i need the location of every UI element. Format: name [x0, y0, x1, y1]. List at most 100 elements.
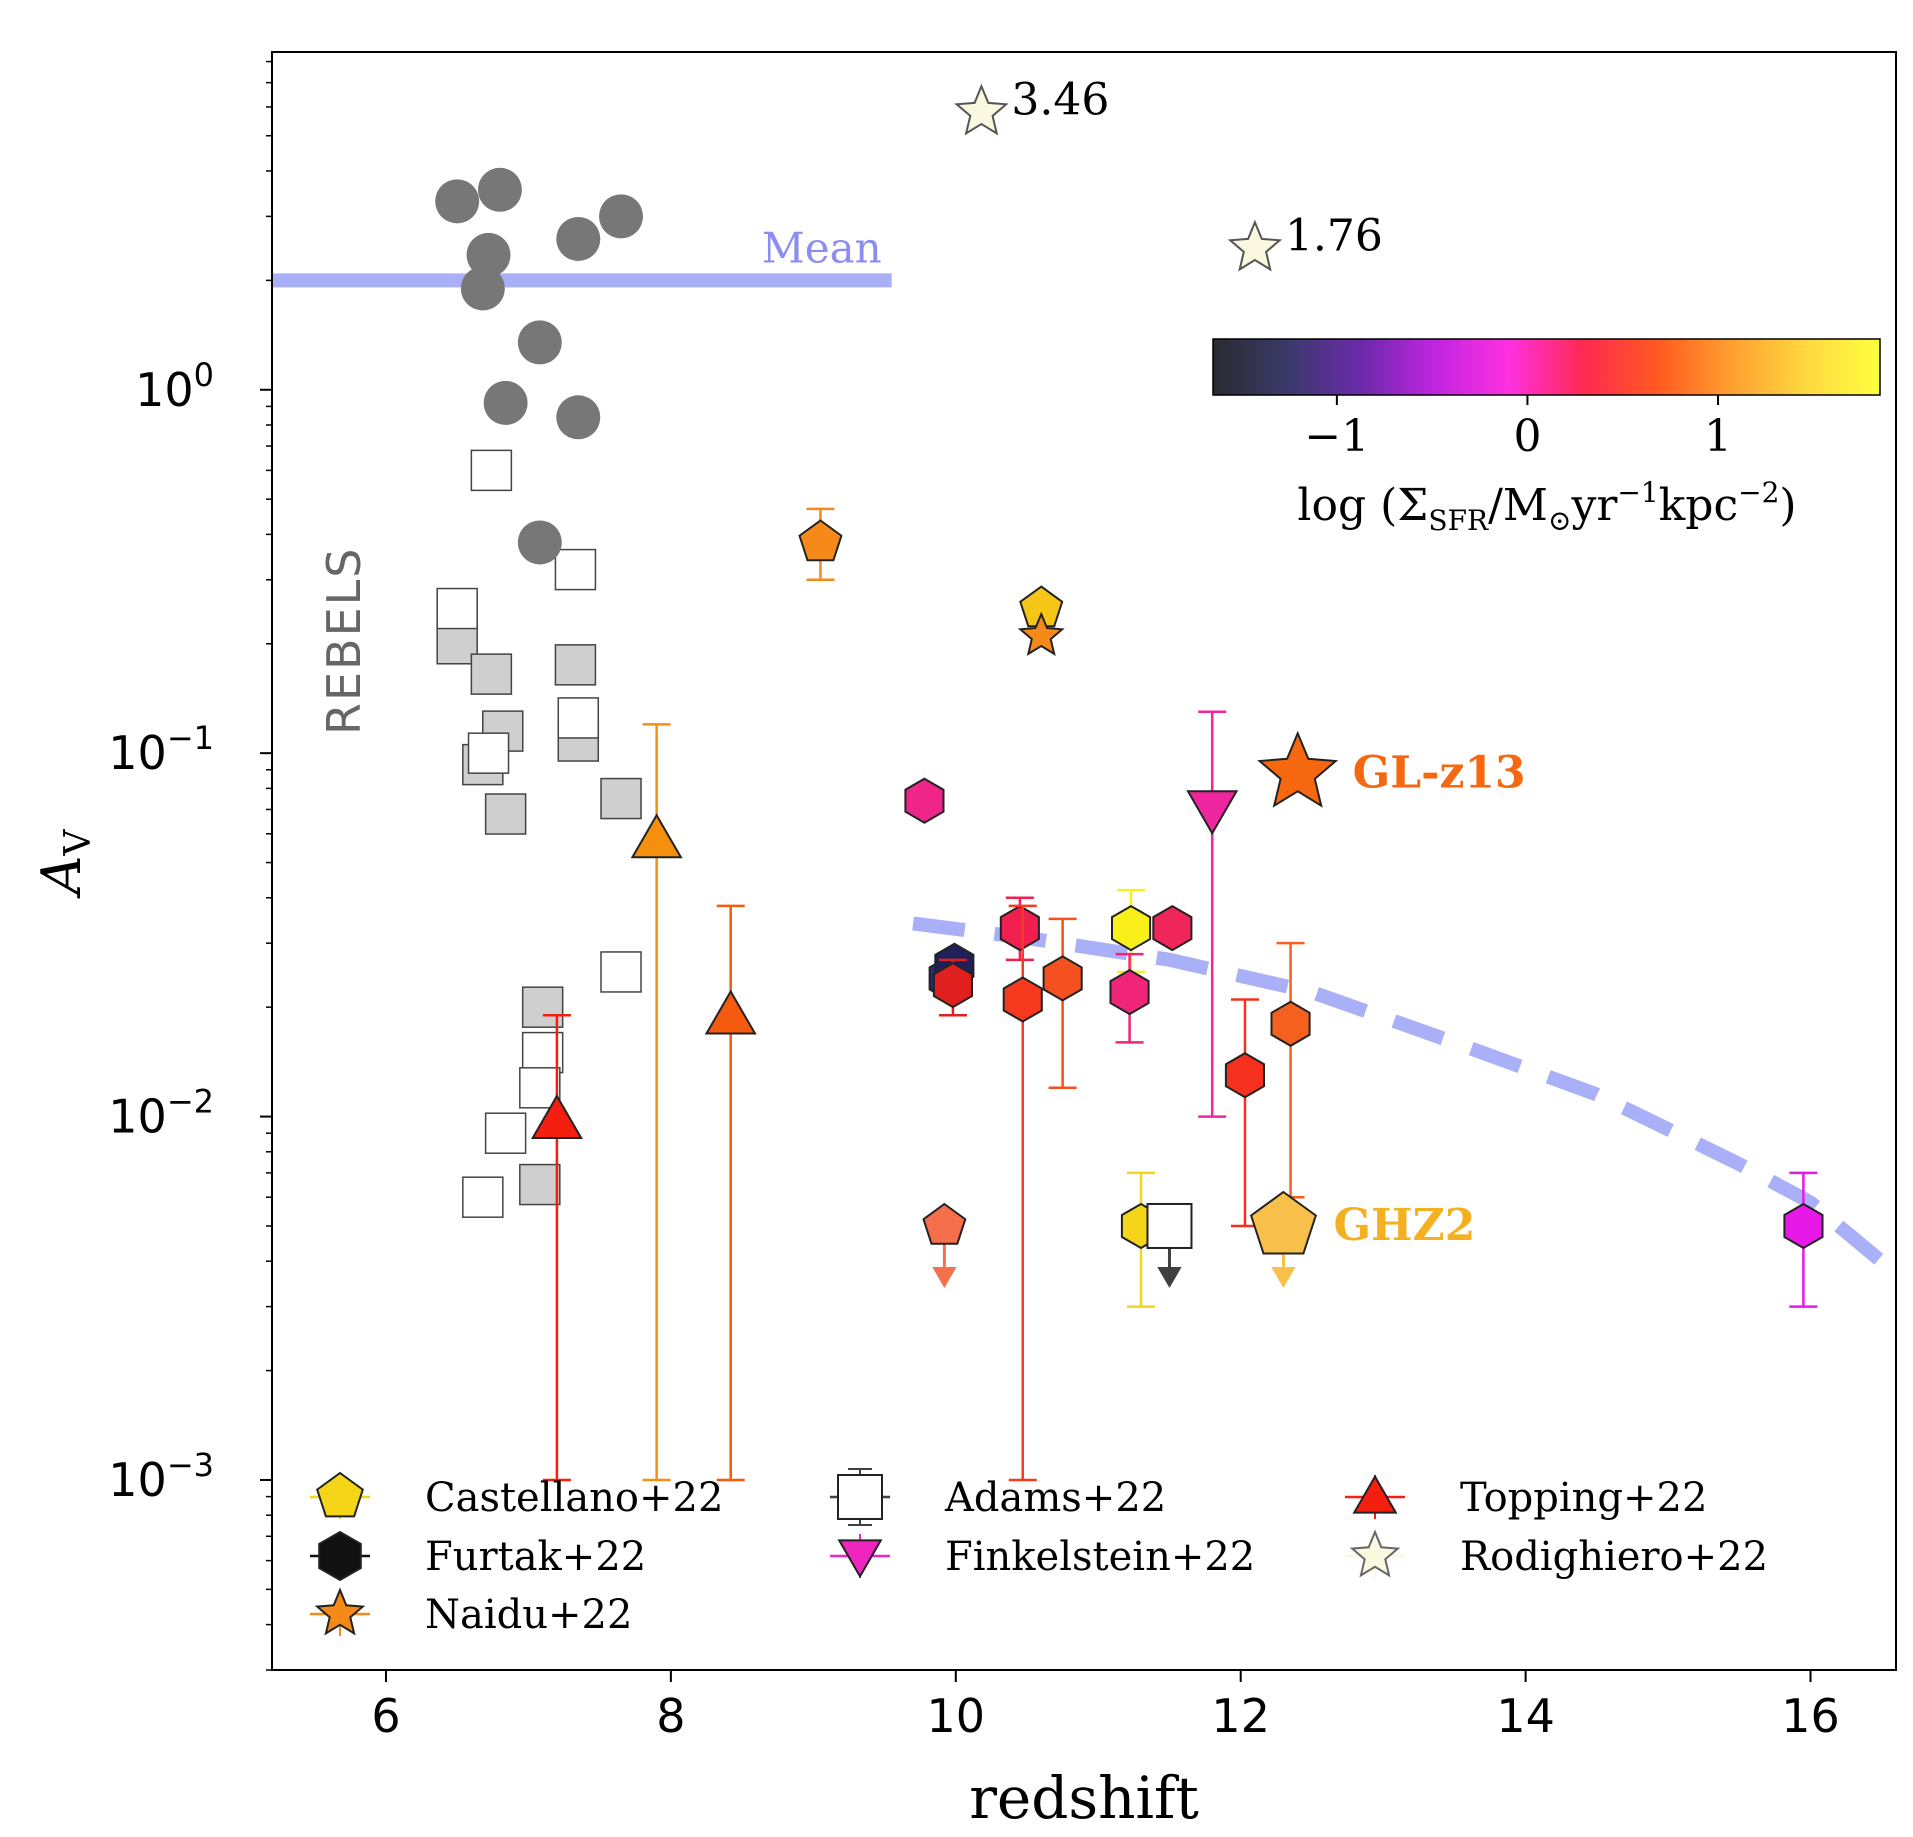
legend-entry-castellano22: Castellano+22 [310, 1471, 723, 1521]
colorbar-bar [1212, 338, 1881, 396]
rebels-circle [460, 266, 505, 311]
data-point-castellano22 [1111, 904, 1152, 952]
svg-text:AV: AV [30, 829, 99, 900]
rebels-square-open [467, 732, 510, 774]
x-tick-label: 16 [1781, 1689, 1840, 1743]
legend-entry-naidu22: Naidu+22 [310, 1587, 632, 1638]
data-point-castellano22 [922, 1202, 967, 1245]
legend-label: Castellano+22 [425, 1475, 723, 1521]
rodighiero-value-label: 3.46 [1011, 74, 1109, 125]
legend-marker [316, 1471, 364, 1518]
mean-label: Mean [762, 223, 882, 272]
rodighiero-value-label: 1.76 [1285, 210, 1383, 261]
rodighiero-star [1227, 219, 1283, 272]
legend-label: Furtak+22 [425, 1534, 646, 1580]
rebels-circle [556, 395, 601, 440]
data-point-topping22 [630, 813, 683, 859]
rebels-square-filled [436, 623, 478, 665]
legend-entry-rodighiero22: Rodighiero+22 [1345, 1529, 1768, 1580]
legend-marker [314, 1587, 366, 1636]
rebels-square-filled [470, 653, 513, 695]
rebels-square-open [554, 548, 597, 591]
legend-entry-furtak22: Furtak+22 [310, 1530, 646, 1582]
legend-marker [1349, 1529, 1401, 1578]
rebels-circle [517, 520, 562, 565]
colorbar-tick-label: −1 [1304, 411, 1369, 462]
rebels-square-open [557, 697, 600, 739]
legend-marker [837, 1474, 883, 1520]
data-point-furtak22 [999, 904, 1040, 952]
y-tick-label: 10−3 [108, 1446, 214, 1507]
colorbar-label: log (ΣSFR/M⊙yr−1kpc−2) [1297, 476, 1796, 537]
rebels-circle [477, 167, 522, 212]
legend-label: Adams+22 [944, 1475, 1166, 1521]
rebels-square-open [462, 1176, 504, 1218]
data-point-naidu22 [1017, 611, 1065, 657]
data-point-furtak22 [1224, 1052, 1265, 1099]
legend-label: Naidu+22 [425, 1592, 632, 1638]
rebels-square-open [436, 587, 478, 630]
rodighiero-star [954, 83, 1009, 136]
colorbar-tick-label: 0 [1513, 411, 1541, 462]
y-axis-label-sub: V [58, 829, 99, 857]
plot-frame [271, 51, 1897, 1671]
rebels-circle [435, 179, 480, 224]
legend-marker [1352, 1474, 1398, 1514]
data-point-topping22 [704, 989, 757, 1035]
rebels-square-open [484, 1112, 527, 1154]
colorbar-tick-label: 1 [1704, 411, 1732, 462]
data-point-furtak22 [1002, 976, 1043, 1023]
legend-label: Topping+22 [1460, 1475, 1707, 1521]
model-curve [912, 916, 1896, 1279]
data-point-adams22 [1146, 1202, 1193, 1249]
upper-limit-arrow [1271, 1267, 1296, 1288]
data-point-finkelstein22 [1186, 790, 1239, 836]
legend-label: Finkelstein+22 [945, 1534, 1255, 1580]
ghz2-label: GHZ2 [1333, 1200, 1475, 1251]
legend-marker [318, 1530, 362, 1582]
data-point-castellano22 [1249, 1190, 1317, 1255]
x-tick-label: 6 [371, 1689, 400, 1743]
rebels-circle [517, 320, 562, 365]
y-axis-label: AV [30, 829, 99, 900]
legend-entry-adams22: Adams+22 [830, 1468, 1166, 1526]
data-point-topping22 [530, 1094, 583, 1139]
legend-entry-topping22: Topping+22 [1345, 1474, 1707, 1521]
data-point-furtak22 [1109, 968, 1150, 1016]
rebels-label: REBELS [317, 547, 371, 735]
rebels-square-filled [519, 1163, 561, 1206]
legend-label: Rodighiero+22 [1460, 1534, 1768, 1580]
upper-limit-arrow [1157, 1267, 1182, 1288]
data-point-naidu22 [798, 519, 843, 562]
y-tick-label: 10−2 [108, 1083, 214, 1144]
data-point-furtak22 [1270, 1000, 1311, 1047]
data-point-furtak22 [932, 961, 973, 1009]
rebels-circle [599, 194, 644, 239]
x-axis-label: redshift [969, 1764, 1199, 1832]
data-point-furtak22 [904, 777, 945, 824]
x-tick-label: 12 [1211, 1689, 1270, 1743]
rebels-square-filled [600, 777, 642, 820]
y-tick-label: 10−1 [108, 719, 214, 780]
rebels-square-open [470, 449, 513, 492]
rebels-square-filled [554, 644, 597, 686]
legend-marker [837, 1539, 883, 1579]
rebels-circle [483, 380, 528, 425]
data-point-furtak22 [1042, 955, 1083, 1002]
data-point-furtak22 [1783, 1202, 1824, 1250]
rebels-circle [466, 232, 511, 277]
data-point-furtak22 [1152, 904, 1193, 952]
rebels-circle [556, 216, 601, 261]
y-tick-label: 100 [135, 356, 214, 417]
legend-entry-finkelstein22: Finkelstein+22 [830, 1534, 1255, 1580]
gl-z13-label: GL-z13 [1353, 747, 1526, 798]
rebels-square-open [600, 951, 642, 993]
upper-limit-arrow [932, 1267, 957, 1288]
x-tick-label: 10 [927, 1689, 986, 1743]
rebels-square-filled [484, 793, 527, 835]
y-axis-label-main: A [30, 856, 93, 900]
x-tick-label: 14 [1496, 1689, 1555, 1743]
x-tick-label: 8 [656, 1689, 685, 1743]
